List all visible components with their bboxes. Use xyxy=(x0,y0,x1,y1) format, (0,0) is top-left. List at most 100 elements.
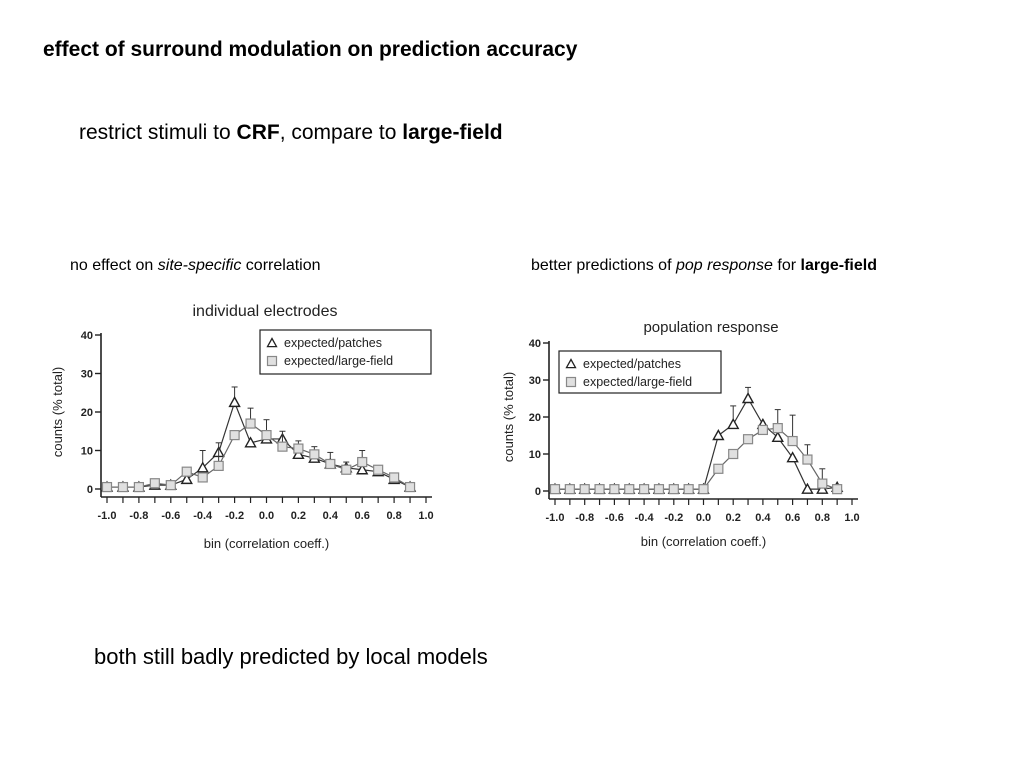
x-axis-label: bin (correlation coeff.) xyxy=(641,534,767,549)
slide-footer: both still badly predicted by local mode… xyxy=(94,644,488,669)
caption-right: better predictions of pop response for l… xyxy=(531,257,877,275)
caption-left: no effect on site-specific correlation xyxy=(70,257,321,275)
x-tick-label: -0.6 xyxy=(605,512,624,524)
data-point-patches xyxy=(741,392,755,404)
subtitle-text-1: restrict stimuli to xyxy=(79,121,237,144)
y-tick-label: 0 xyxy=(87,484,93,496)
subtitle-crf: CRF xyxy=(236,121,280,144)
legend-label-patches: expected/patches xyxy=(284,336,382,350)
y-tick-label: 20 xyxy=(529,412,541,424)
data-point-large-field xyxy=(579,484,590,495)
data-point-large-field xyxy=(668,484,679,495)
data-point-large-field xyxy=(742,434,754,445)
data-point-large-field xyxy=(229,430,240,441)
data-point-large-field xyxy=(165,480,176,491)
data-point-large-field xyxy=(683,484,694,495)
legend-label-large-field: expected/large-field xyxy=(583,375,692,389)
caption-right-text-1: better predictions of xyxy=(531,257,676,274)
caption-right-text-2: for xyxy=(772,257,801,274)
data-point-large-field xyxy=(653,484,665,495)
x-tick-label: -0.2 xyxy=(225,510,244,522)
x-tick-label: -1.0 xyxy=(98,510,117,522)
chart-title: population response xyxy=(643,319,778,336)
data-point-large-field xyxy=(594,484,605,495)
data-point-large-field xyxy=(341,464,352,475)
x-axis-label: bin (correlation coeff.) xyxy=(204,536,330,551)
data-point-patches xyxy=(712,429,725,441)
caption-left-text-2: correlation xyxy=(241,257,321,274)
x-tick-label: -1.0 xyxy=(546,512,565,524)
data-point-patches xyxy=(356,463,369,475)
x-tick-label: 0.8 xyxy=(815,512,830,524)
y-tick-label: 10 xyxy=(529,449,541,461)
x-tick-label: 0.4 xyxy=(323,510,339,522)
y-tick-label: 40 xyxy=(529,338,541,350)
data-point-large-field xyxy=(373,464,384,475)
x-tick-label: 0.6 xyxy=(785,512,800,524)
data-point-large-field xyxy=(357,456,368,468)
legend-label-large-field: expected/large-field xyxy=(284,354,393,368)
legend-label-patches: expected/patches xyxy=(583,357,681,371)
legend-marker-large-field xyxy=(266,355,278,367)
data-point-large-field xyxy=(309,449,320,460)
data-point-large-field xyxy=(832,484,843,495)
legend-marker-patches xyxy=(565,358,577,369)
y-tick-label: 10 xyxy=(81,446,93,458)
legend-box xyxy=(558,350,722,394)
data-point-patches xyxy=(244,436,257,448)
data-point-large-field xyxy=(197,472,208,483)
data-point-large-field xyxy=(101,481,113,493)
y-tick-label: 0 xyxy=(535,486,541,498)
x-tick-label: 1.0 xyxy=(418,510,433,522)
y-tick-label: 30 xyxy=(81,369,93,381)
subtitle-text-2: , compare to xyxy=(279,121,403,144)
y-tick-label: 40 xyxy=(81,330,93,342)
data-point-large-field xyxy=(772,422,783,434)
caption-left-emphasis: site-specific xyxy=(157,257,242,274)
data-point-large-field xyxy=(404,481,416,493)
x-tick-label: -0.6 xyxy=(161,510,180,522)
legend-marker-large-field xyxy=(565,376,577,388)
chart-title: individual electrodes xyxy=(193,303,338,320)
data-point-large-field xyxy=(713,463,724,474)
data-point-patches xyxy=(771,430,784,443)
chart-individual-electrodes: individual electrodes 0 10 20 30 40 -1.0 -0.8 -0… xyxy=(50,303,434,551)
data-point-large-field xyxy=(245,418,256,429)
x-tick-label: -0.2 xyxy=(664,512,683,524)
data-point-large-field xyxy=(564,484,575,495)
x-tick-label: 0.8 xyxy=(386,510,401,522)
data-point-large-field xyxy=(817,478,828,489)
data-point-large-field xyxy=(757,424,768,436)
data-point-large-field xyxy=(802,454,813,465)
slide-title: effect of surround modulation on predict… xyxy=(43,38,578,61)
series-line-large-field xyxy=(107,422,411,488)
caption-right-emphasis: pop response xyxy=(675,257,773,274)
x-tick-label: -0.8 xyxy=(129,510,148,522)
chart-population-response: population response 0 10 20 30 40 -1.0 -0.8 -0.6… xyxy=(501,319,860,549)
x-tick-label: -0.8 xyxy=(575,512,594,524)
data-point-large-field xyxy=(787,435,798,447)
data-point-large-field xyxy=(133,481,145,493)
data-point-large-field xyxy=(325,458,336,470)
data-point-large-field xyxy=(149,478,160,489)
data-point-large-field xyxy=(549,484,561,495)
x-tick-label: 0.6 xyxy=(355,510,370,522)
data-point-large-field xyxy=(261,430,272,441)
data-point-large-field xyxy=(728,448,739,460)
data-point-patches xyxy=(292,447,305,460)
y-axis-label: counts (% total) xyxy=(50,367,65,457)
x-tick-label: 0.0 xyxy=(259,510,274,522)
x-tick-label: 0.4 xyxy=(755,512,771,524)
slide-subtitle: restrict stimuli to CRF, compare to larg… xyxy=(79,121,503,145)
caption-left-text-1: no effect on xyxy=(70,257,158,274)
y-tick-label: 20 xyxy=(81,407,93,419)
x-tick-label: 0.2 xyxy=(726,512,741,524)
data-point-large-field xyxy=(277,441,288,452)
x-tick-label: -0.4 xyxy=(635,512,655,524)
x-tick-label: 1.0 xyxy=(844,512,859,524)
x-tick-label: -0.4 xyxy=(193,510,213,522)
data-point-patches xyxy=(196,461,209,473)
data-point-large-field xyxy=(117,481,129,493)
x-tick-label: 0.2 xyxy=(291,510,306,522)
data-point-large-field xyxy=(609,484,620,495)
